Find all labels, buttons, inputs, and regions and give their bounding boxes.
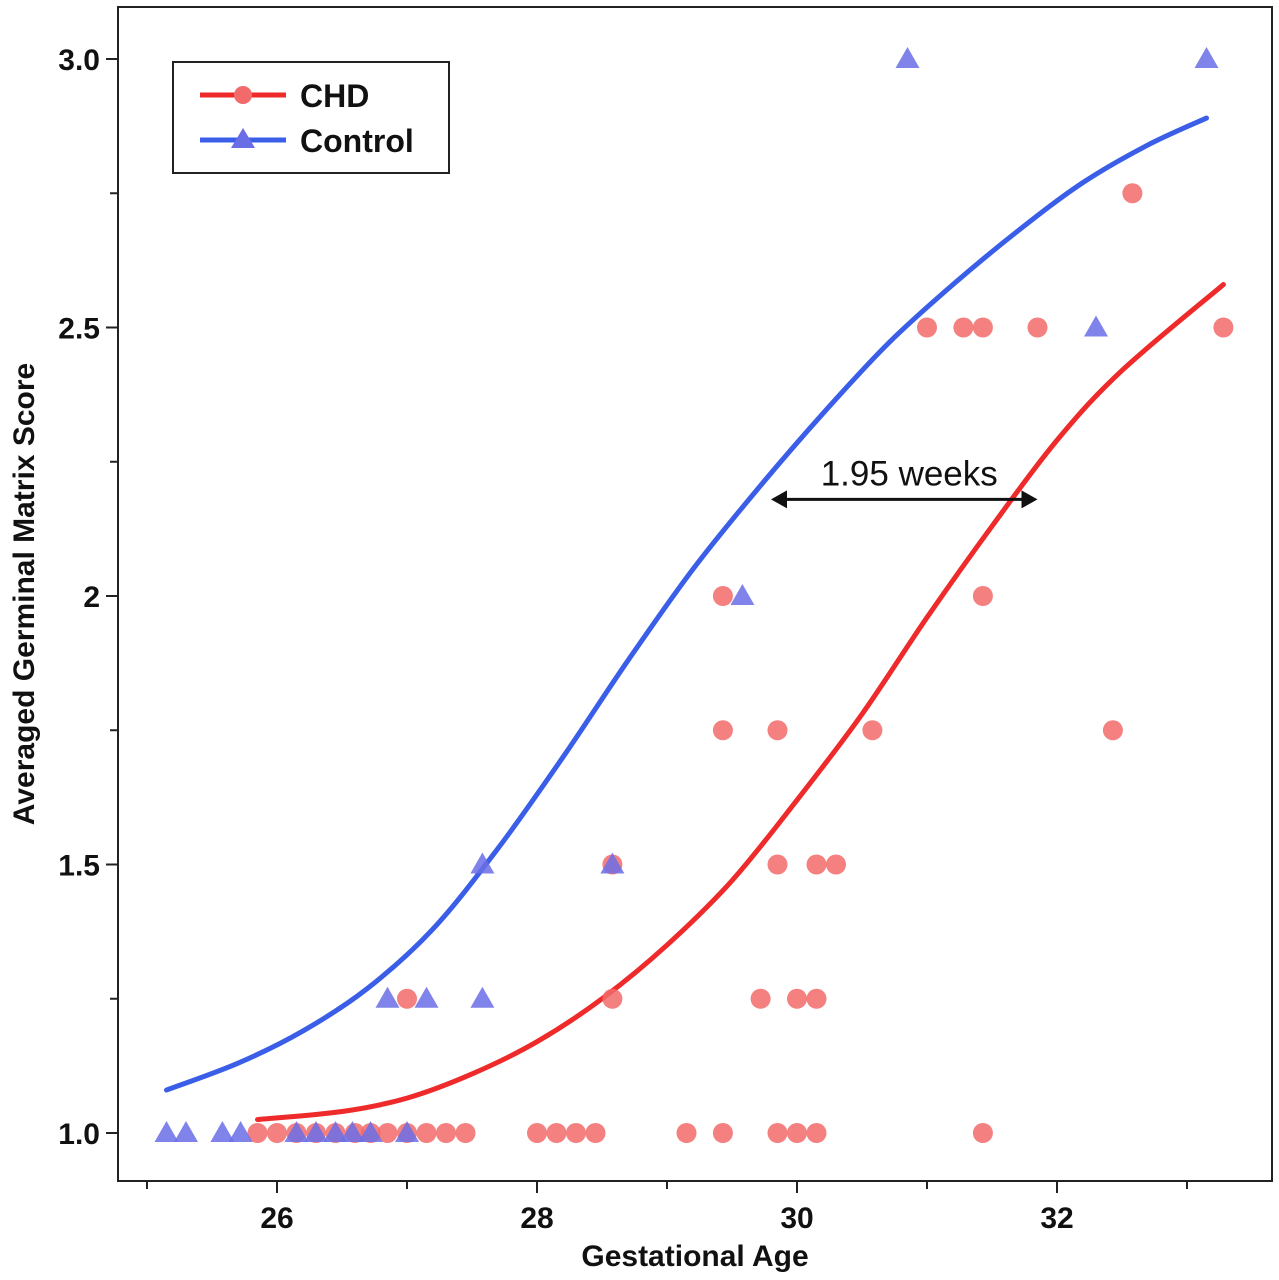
chd-point: [247, 1123, 268, 1143]
x-tick-label: 28: [520, 1202, 553, 1235]
chd-point: [566, 1123, 586, 1143]
chd-point: [787, 1123, 807, 1143]
chd-point: [455, 1123, 476, 1143]
chd-point: [750, 988, 771, 1009]
chd-point: [862, 720, 883, 741]
control-point: [395, 1121, 419, 1142]
chd-point: [1102, 720, 1123, 741]
chd-point: [806, 1123, 827, 1143]
control-point: [1084, 315, 1108, 337]
control-point: [210, 1121, 235, 1142]
chd-point: [806, 854, 827, 875]
chd-point: [767, 1123, 788, 1143]
control-point: [600, 852, 625, 874]
fit-curves: [164, 115, 1226, 1123]
chd-point: [972, 586, 993, 606]
control-point: [414, 986, 439, 1008]
axes: 26 28 30 32 1.0 1.5 2 2.5 3.0: [58, 44, 1188, 1235]
chd-point: [377, 1123, 398, 1143]
chd-point: [397, 988, 417, 1009]
x-tick-label: 26: [260, 1202, 293, 1235]
control-point: [470, 852, 495, 874]
chd-point: [436, 1123, 456, 1143]
chd-point: [917, 317, 937, 338]
chd-point: [972, 1123, 993, 1143]
chd-point: [527, 1123, 547, 1143]
chd-point: [1213, 317, 1234, 338]
control-point: [323, 1121, 348, 1142]
legend-control-marker: [231, 128, 255, 148]
legend-box: [172, 61, 450, 174]
y-tick-label: 2.5: [58, 313, 100, 346]
legend-control-label: Control: [300, 123, 414, 159]
data-points: [154, 47, 1234, 1143]
control-point: [470, 986, 495, 1008]
annotation: 1.95 weeks: [771, 454, 1038, 509]
annotation-label: 1.95 weeks: [821, 454, 998, 493]
chd-point: [972, 317, 993, 338]
control-point: [284, 1121, 309, 1142]
control-point: [895, 47, 920, 68]
x-axis-title: Gestational Age: [581, 1240, 808, 1273]
chd-point: [767, 854, 788, 875]
control-point: [340, 1121, 365, 1142]
chd-point: [712, 720, 733, 741]
chd-point: [953, 317, 974, 338]
chd-fit-curve: [255, 282, 1226, 1123]
chd-point: [267, 1123, 287, 1143]
control-point: [375, 986, 400, 1008]
legend: CHD Control: [172, 61, 450, 174]
chd-point: [806, 988, 827, 1009]
control-point: [228, 1121, 253, 1142]
annotation-arrowhead-right: [1021, 490, 1038, 509]
chd-point: [585, 1123, 606, 1143]
x-tick-label: 30: [780, 1202, 813, 1235]
plot-frame: [117, 6, 1273, 1182]
y-axis-title: Averaged Germinal Matrix Score: [8, 363, 41, 825]
chd-point: [416, 1123, 437, 1143]
control-point: [358, 1121, 383, 1142]
chd-point: [787, 988, 807, 1009]
control-point: [1194, 47, 1219, 68]
control-point: [304, 1121, 328, 1142]
control-point: [154, 1121, 179, 1142]
y-tick-label: 2: [83, 581, 100, 614]
legend-chd-label: CHD: [300, 78, 369, 114]
control-point: [174, 1121, 198, 1142]
chd-point: [712, 586, 733, 606]
y-tick-label: 1.5: [58, 850, 100, 883]
legend-chd-marker: [234, 86, 252, 104]
chd-point: [602, 988, 623, 1009]
chd-point: [676, 1123, 697, 1143]
chd-point: [712, 1123, 733, 1143]
control-fit-curve: [164, 115, 1209, 1093]
chd-point: [546, 1123, 567, 1143]
chd-point: [1027, 317, 1048, 338]
chd-point: [1122, 183, 1143, 204]
annotation-arrowhead-left: [771, 490, 787, 509]
y-tick-label: 1.0: [58, 1118, 100, 1151]
control-point: [730, 584, 755, 605]
x-tick-label: 32: [1040, 1202, 1073, 1235]
chd-point: [767, 720, 788, 741]
chd-point: [826, 854, 846, 875]
y-tick-label: 3.0: [58, 44, 100, 77]
